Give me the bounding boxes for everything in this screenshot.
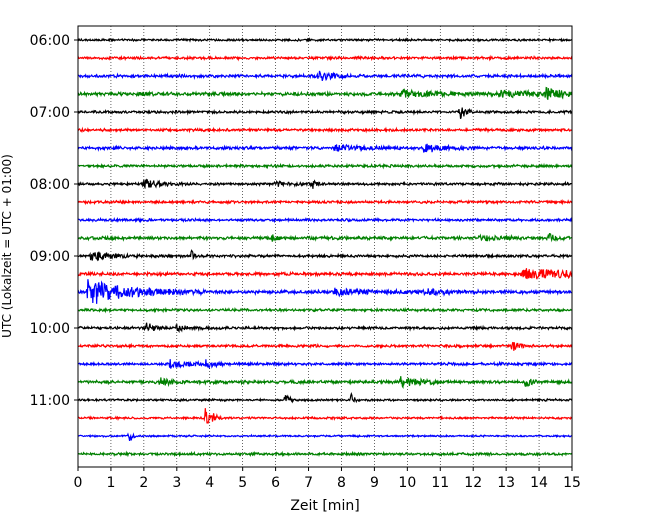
trace-1015 — [78, 341, 572, 351]
trace-1000 — [78, 322, 572, 334]
y-tick-label: 11:00 — [30, 393, 70, 409]
x-tick-label: 7 — [304, 475, 313, 491]
trace-1045 — [78, 376, 572, 389]
x-tick-label: 15 — [563, 475, 581, 491]
trace-0715 — [78, 126, 572, 134]
y-tick-label: 07:00 — [30, 105, 70, 121]
x-tick-label: 12 — [464, 475, 482, 491]
y-tick-label: 10:00 — [30, 321, 70, 337]
trace-0615 — [78, 54, 572, 62]
x-tick-label: 6 — [271, 475, 280, 491]
x-tick-label: 3 — [172, 475, 181, 491]
trace-0915 — [78, 268, 572, 280]
trace-0645 — [78, 86, 572, 100]
x-tick-label: 4 — [205, 475, 214, 491]
trace-1100 — [78, 392, 572, 404]
x-tick-label: 2 — [139, 475, 148, 491]
x-tick-label: 11 — [431, 475, 449, 491]
traces — [78, 37, 572, 458]
x-tick-label: 14 — [530, 475, 548, 491]
trace-1130 — [78, 432, 572, 442]
x-tick-label: 1 — [106, 475, 115, 491]
trace-0830 — [78, 216, 572, 224]
trace-0945 — [78, 306, 572, 314]
y-tick-label: 08:00 — [30, 177, 70, 193]
trace-0930 — [78, 279, 572, 304]
x-axis: 0 1 2 3 4 5 6 7 8 9 10 11 12 13 14 15 — [74, 467, 581, 491]
trace-1030 — [78, 359, 572, 369]
y-tick-label: 09:00 — [30, 249, 70, 265]
x-tick-label: 13 — [497, 475, 515, 491]
x-axis-label: Zeit [min] — [290, 498, 359, 514]
y-axis: 06:00 07:00 08:00 09:00 10:00 11:00 — [30, 33, 78, 409]
trace-0800 — [78, 178, 572, 190]
x-tick-label: 0 — [74, 475, 83, 491]
trace-0700 — [78, 107, 572, 120]
trace-0630 — [78, 70, 572, 82]
x-tick-label: 5 — [238, 475, 247, 491]
trace-0600 — [78, 37, 572, 44]
x-tick-label: 9 — [370, 475, 379, 491]
trace-0845 — [78, 232, 572, 243]
trace-0730 — [78, 143, 572, 153]
trace-0745 — [78, 162, 572, 170]
trace-0815 — [78, 198, 572, 206]
x-tick-label: 10 — [398, 475, 416, 491]
trace-1115 — [78, 408, 572, 424]
x-tick-label: 8 — [337, 475, 346, 491]
y-axis-label: UTC (Lokalzeit = UTC + 01:00) — [0, 154, 14, 338]
trace-1145 — [78, 450, 572, 458]
plot-frame — [77, 25, 573, 468]
trace-0900 — [78, 249, 572, 262]
y-tick-label: 06:00 — [30, 33, 70, 49]
